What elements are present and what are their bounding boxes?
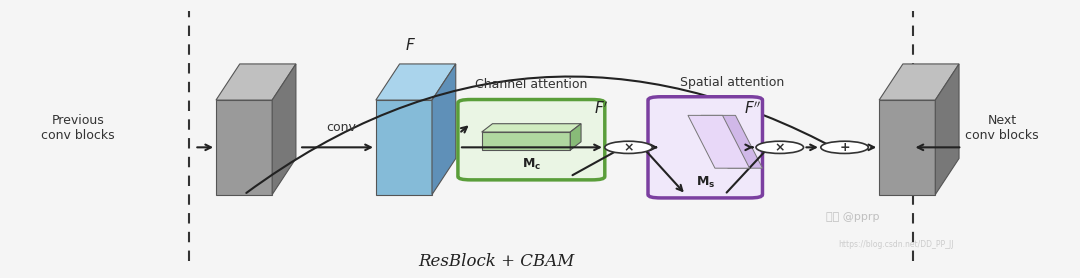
Text: +: +	[839, 141, 850, 154]
Polygon shape	[432, 64, 456, 195]
Text: $\mathbf{\it{F'}}$: $\mathbf{\it{F'}}$	[594, 100, 609, 117]
Polygon shape	[272, 64, 296, 195]
Polygon shape	[879, 64, 959, 100]
Text: conv: conv	[326, 121, 356, 134]
Polygon shape	[879, 100, 935, 195]
Polygon shape	[216, 64, 296, 100]
Text: $\mathbf{M_c}$: $\mathbf{M_c}$	[522, 157, 541, 172]
Polygon shape	[935, 64, 959, 195]
Text: ×: ×	[774, 141, 785, 154]
Circle shape	[821, 141, 868, 153]
Polygon shape	[376, 100, 432, 195]
Text: ResBlock + CBAM: ResBlock + CBAM	[419, 253, 575, 270]
Text: https://blog.csdn.net/DD_PP_JJ: https://blog.csdn.net/DD_PP_JJ	[839, 240, 954, 249]
Polygon shape	[482, 124, 581, 132]
Text: Channel attention: Channel attention	[475, 78, 588, 91]
Text: $\mathbf{\it{F}}$: $\mathbf{\it{F}}$	[405, 37, 416, 53]
Polygon shape	[376, 64, 456, 100]
Text: $\mathbf{\it{F''}}$: $\mathbf{\it{F''}}$	[744, 100, 761, 117]
Polygon shape	[482, 132, 570, 150]
Text: Spatial attention: Spatial attention	[680, 76, 784, 88]
Text: $\mathbf{M_s}$: $\mathbf{M_s}$	[696, 175, 715, 190]
Text: Next
conv blocks: Next conv blocks	[966, 114, 1039, 142]
Polygon shape	[701, 115, 762, 168]
FancyBboxPatch shape	[648, 97, 762, 198]
FancyBboxPatch shape	[458, 100, 605, 180]
Text: Previous
conv blocks: Previous conv blocks	[41, 114, 114, 142]
Polygon shape	[688, 115, 750, 168]
Circle shape	[756, 141, 804, 153]
Circle shape	[605, 141, 652, 153]
FancyArrowPatch shape	[246, 76, 840, 193]
Polygon shape	[570, 124, 581, 150]
Polygon shape	[216, 100, 272, 195]
Text: ×: ×	[623, 141, 634, 154]
Text: 知乎 @pprp: 知乎 @pprp	[826, 212, 880, 222]
